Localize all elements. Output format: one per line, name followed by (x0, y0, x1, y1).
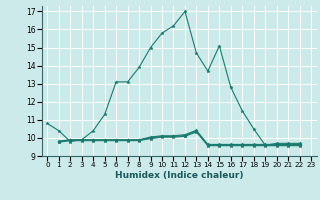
X-axis label: Humidex (Indice chaleur): Humidex (Indice chaleur) (115, 171, 244, 180)
